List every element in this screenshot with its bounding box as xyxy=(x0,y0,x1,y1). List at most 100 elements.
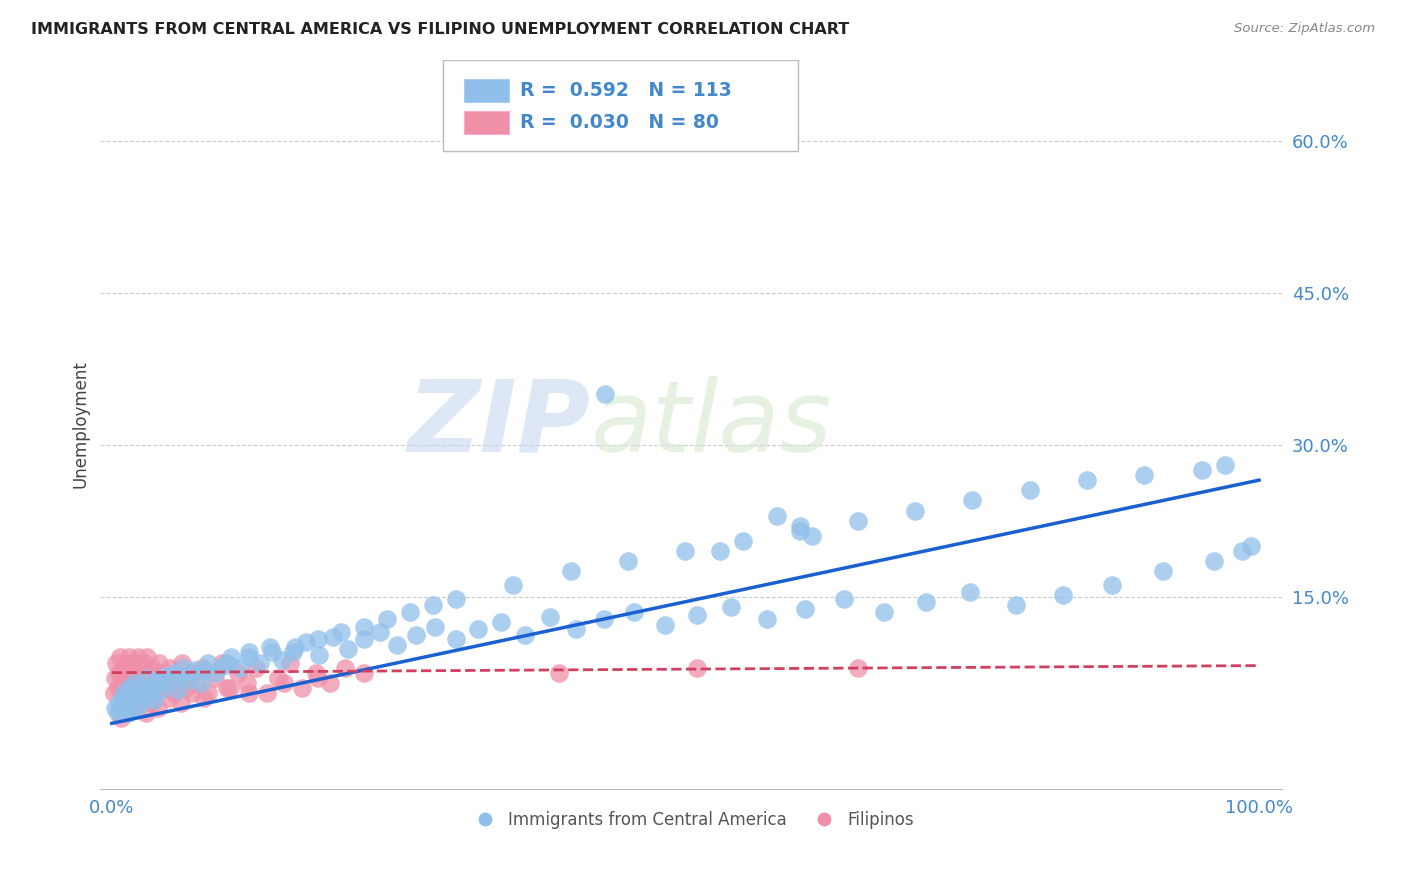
Point xyxy=(190,675,212,690)
Point xyxy=(353,620,375,634)
Point xyxy=(238,645,260,659)
Point xyxy=(131,686,153,700)
Point xyxy=(330,625,353,640)
Point xyxy=(120,675,142,690)
Point xyxy=(405,628,427,642)
Point xyxy=(181,686,204,700)
Point xyxy=(319,675,342,690)
Point xyxy=(163,665,186,680)
Point xyxy=(107,665,129,680)
Point xyxy=(444,632,467,647)
Point xyxy=(281,645,304,659)
Point xyxy=(686,660,709,674)
Point xyxy=(172,660,194,674)
Y-axis label: Unemployment: Unemployment xyxy=(72,360,89,488)
Point xyxy=(148,656,170,670)
Point xyxy=(800,529,823,543)
Point xyxy=(157,691,180,706)
Text: ZIP: ZIP xyxy=(408,376,591,473)
Point xyxy=(1018,483,1040,498)
Point xyxy=(846,514,869,528)
Point xyxy=(675,544,697,558)
Point xyxy=(226,665,249,680)
Point xyxy=(120,660,142,674)
Point xyxy=(444,591,467,606)
Point xyxy=(176,681,198,695)
Point xyxy=(111,691,134,706)
Point xyxy=(125,681,148,695)
Point xyxy=(219,681,242,695)
Point xyxy=(873,605,896,619)
Point xyxy=(138,675,160,690)
Point xyxy=(617,554,640,568)
Point xyxy=(256,686,278,700)
Point xyxy=(284,640,307,655)
Point xyxy=(124,701,146,715)
Point xyxy=(117,706,139,721)
Point xyxy=(120,696,142,710)
Point xyxy=(278,656,301,670)
Bar xyxy=(443,60,797,151)
Point xyxy=(960,493,983,508)
Point xyxy=(193,663,215,677)
Point xyxy=(333,660,356,674)
Point xyxy=(125,665,148,680)
Point xyxy=(262,645,284,659)
Point xyxy=(755,612,778,626)
Point xyxy=(270,652,292,666)
Point xyxy=(145,671,167,685)
Point xyxy=(904,503,927,517)
Point xyxy=(308,648,330,663)
Point xyxy=(114,699,136,714)
Point xyxy=(291,681,314,695)
Point xyxy=(108,703,131,717)
Point xyxy=(108,650,131,665)
Point xyxy=(204,665,226,680)
Point xyxy=(513,628,536,642)
Point xyxy=(565,622,588,636)
Text: R =  0.030   N = 80: R = 0.030 N = 80 xyxy=(520,113,718,132)
Point xyxy=(129,679,152,693)
Point xyxy=(152,665,174,680)
Point xyxy=(111,660,134,674)
Point xyxy=(337,642,360,657)
Point xyxy=(114,656,136,670)
Point xyxy=(153,669,176,683)
Point xyxy=(136,671,159,685)
Point xyxy=(128,675,150,690)
Point xyxy=(170,656,193,670)
Point xyxy=(197,656,219,670)
Point xyxy=(832,591,855,606)
Point xyxy=(399,605,422,619)
Point xyxy=(103,686,125,700)
Point xyxy=(177,673,200,687)
Point xyxy=(219,650,242,665)
Point xyxy=(150,682,173,697)
Point xyxy=(117,665,139,680)
Point xyxy=(294,635,316,649)
Point xyxy=(118,681,141,695)
Point xyxy=(467,622,489,636)
Point xyxy=(322,630,344,644)
Point xyxy=(107,681,129,695)
Point xyxy=(238,650,260,665)
Point xyxy=(197,686,219,700)
Point xyxy=(305,665,328,680)
Point xyxy=(204,671,226,685)
Point xyxy=(157,675,180,690)
Point xyxy=(623,605,645,619)
Point xyxy=(134,681,156,695)
Bar xyxy=(464,111,509,134)
Point xyxy=(135,706,157,721)
Point xyxy=(115,681,138,695)
Point xyxy=(353,665,375,680)
Point xyxy=(110,675,132,690)
Point xyxy=(104,671,127,685)
Point xyxy=(143,686,166,700)
Point xyxy=(146,673,169,687)
Point xyxy=(132,671,155,685)
Point xyxy=(548,665,571,680)
Point xyxy=(143,693,166,707)
Point xyxy=(125,686,148,700)
Point xyxy=(846,660,869,674)
